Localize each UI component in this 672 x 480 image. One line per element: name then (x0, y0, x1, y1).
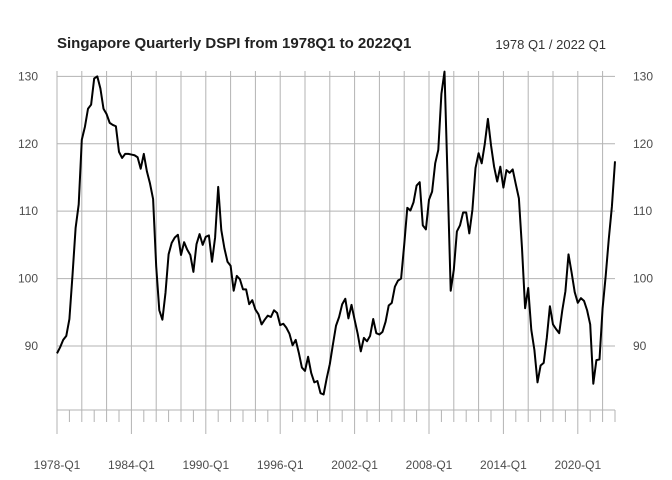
x-tick-label: 2020-Q1 (554, 458, 601, 472)
x-tick-label: 1978-Q1 (34, 458, 81, 472)
x-tick-label: 2014-Q1 (480, 458, 527, 472)
y-tick-label-left: 100 (18, 272, 38, 286)
chart-title: Singapore Quarterly DSPI from 1978Q1 to … (57, 35, 412, 52)
y-tick-label-left: 130 (18, 69, 38, 83)
y-tick-label-right: 120 (633, 137, 653, 151)
y-tick-label-right: 130 (633, 69, 653, 83)
x-tick-label: 1990-Q1 (182, 458, 229, 472)
axes: 1978-Q1 1984-Q1 1990-Q1 1996-Q1 2002-Q1 2008-… (18, 69, 653, 472)
y-tick-label-left: 90 (25, 339, 39, 353)
x-tick-label: 2008-Q1 (406, 458, 453, 472)
date-range-label: 1978 Q1 / 2022 Q1 (495, 37, 606, 52)
y-tick-label-right: 100 (633, 272, 653, 286)
x-tick-label: 1984-Q1 (108, 458, 155, 472)
series-line (56, 70, 616, 396)
y-tick-label-left: 110 (19, 204, 38, 218)
x-tick-label: 1996-Q1 (257, 458, 304, 472)
y-tick-label-right: 90 (633, 339, 647, 353)
y-tick-label-left: 120 (18, 137, 38, 151)
x-tick-label: 2002-Q1 (331, 458, 378, 472)
plot-area (56, 70, 616, 396)
y-tick-label-right: 110 (633, 204, 652, 218)
grid (56, 71, 615, 410)
